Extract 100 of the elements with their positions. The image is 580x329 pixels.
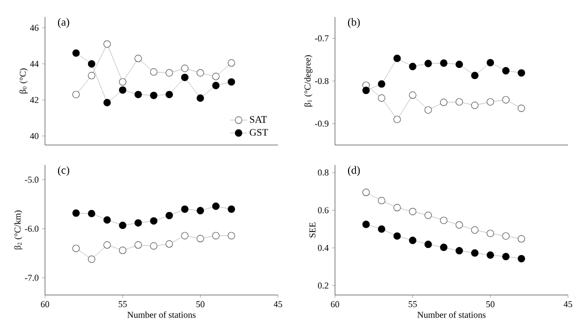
legend-label: GST [250, 129, 268, 136]
point [424, 212, 432, 220]
point [486, 251, 494, 259]
x-tick-label: 55 [408, 301, 417, 308]
point [362, 220, 370, 228]
point [378, 94, 386, 102]
point [393, 204, 401, 212]
point [518, 235, 526, 243]
point [118, 222, 126, 230]
y-tick-label: 0.2 [318, 282, 328, 289]
point [408, 62, 416, 70]
point [166, 69, 173, 77]
point [103, 216, 111, 224]
point [103, 241, 111, 249]
y-tick-label: -5.0 [24, 176, 38, 183]
chart-title: (d) [348, 166, 360, 176]
point [424, 60, 432, 68]
legend-label: SAT [250, 116, 267, 123]
x-tick-label: 50 [486, 301, 494, 308]
point [228, 59, 236, 67]
y-axis-title: β$_{2}$ (°C/km) [14, 210, 22, 250]
point [471, 226, 479, 234]
point [181, 74, 188, 82]
point [456, 60, 463, 68]
point [72, 49, 80, 57]
point [440, 244, 448, 252]
point [134, 90, 142, 98]
chart-title: (c) [58, 166, 70, 176]
point [88, 210, 96, 218]
point [196, 69, 204, 77]
y-tick-label: 0.6 [318, 207, 329, 214]
point [212, 72, 220, 80]
point [440, 216, 448, 224]
y-tick-label: 40 [30, 132, 38, 140]
point [456, 98, 463, 106]
point [408, 91, 416, 99]
point [88, 72, 96, 80]
point [150, 68, 158, 76]
y-tick-label: 0.8 [318, 169, 328, 176]
point [181, 205, 188, 213]
point [408, 236, 416, 244]
point [502, 96, 510, 104]
x-tick-label: 50 [196, 301, 204, 308]
point [471, 249, 479, 257]
y-tick-label: 44 [30, 60, 39, 67]
y-tick-label: -0.9 [314, 120, 328, 127]
point [440, 59, 448, 67]
point [486, 98, 494, 106]
point [88, 255, 96, 263]
point [196, 94, 204, 102]
point [486, 58, 494, 66]
point [518, 254, 526, 262]
y-tick-label: 42 [30, 96, 38, 103]
point [134, 241, 142, 249]
point [228, 205, 236, 213]
y-tick-label: -7.0 [24, 274, 38, 281]
point [150, 92, 158, 100]
point [456, 247, 463, 254]
point [118, 246, 126, 254]
x-tick-label: 60 [330, 301, 340, 308]
point [440, 98, 448, 106]
point [393, 232, 401, 240]
x-tick-label: 60 [40, 301, 50, 308]
point [72, 90, 80, 98]
x-axis-title: Number of stations [417, 311, 486, 318]
point [118, 78, 126, 86]
point [228, 78, 236, 86]
point [424, 240, 432, 248]
point [212, 82, 220, 90]
point [456, 221, 463, 229]
point [196, 234, 204, 242]
point [378, 196, 386, 204]
point [150, 242, 158, 250]
point [166, 90, 173, 98]
y-tick-label: -0.7 [314, 35, 329, 42]
point [150, 217, 158, 225]
point [88, 60, 96, 68]
chart-title: (a) [58, 18, 70, 28]
point [393, 54, 401, 62]
point [134, 219, 142, 227]
point [378, 80, 386, 88]
point [212, 232, 220, 240]
point [134, 54, 142, 62]
point [72, 209, 80, 217]
y-axis-title: β$_{1}$ (°C/degree) [304, 55, 312, 107]
x-tick-label: 45 [564, 301, 572, 308]
point [181, 64, 188, 72]
point [518, 104, 526, 112]
y-tick-label: -6.0 [24, 226, 38, 232]
point [166, 212, 173, 220]
point [378, 225, 386, 233]
point [103, 40, 111, 48]
chart-title: (b) [348, 18, 360, 28]
point [181, 232, 188, 240]
point [72, 244, 80, 252]
point [118, 86, 126, 94]
point [471, 72, 479, 80]
y-tick-label: -0.8 [314, 78, 328, 84]
point [424, 106, 432, 114]
point [502, 232, 510, 240]
